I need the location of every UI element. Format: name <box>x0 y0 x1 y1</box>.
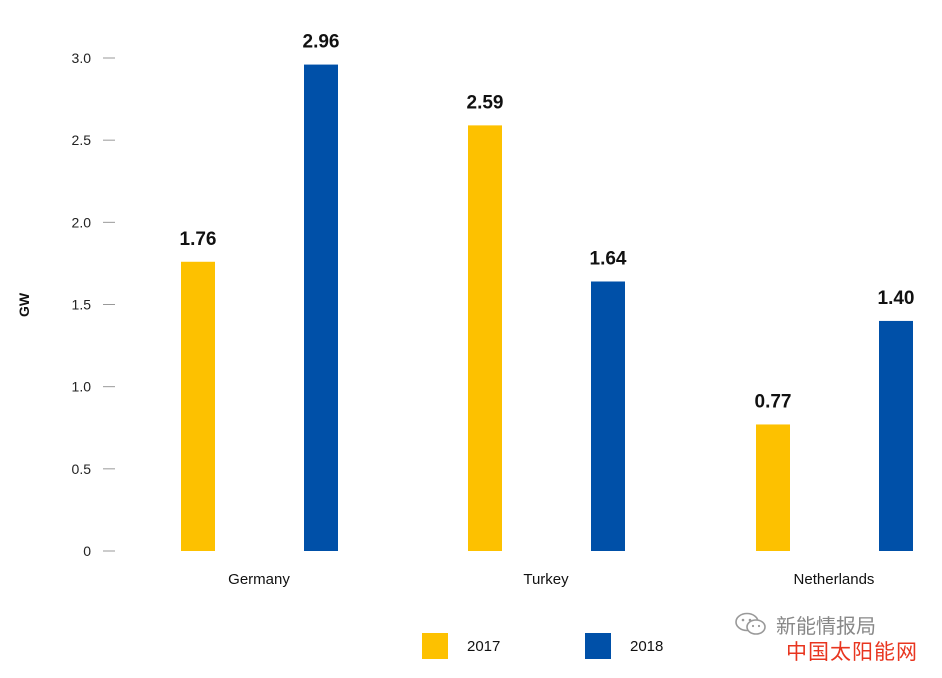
y-tick-label: 1.5 <box>72 297 92 313</box>
bar-2017-germany <box>181 261 215 551</box>
legend-swatch-2017 <box>422 633 448 659</box>
x-tick-label: Germany <box>228 571 290 588</box>
watermark-text-2: 中国太阳能网 <box>786 640 918 664</box>
bar-2017-netherlands <box>756 424 790 551</box>
bars-group <box>181 64 913 552</box>
y-tick-label: 0.5 <box>72 461 92 477</box>
watermark-text-1: 新能情报局 <box>776 614 876 638</box>
legend: 2017 2018 <box>422 633 663 659</box>
data-label: 1.76 <box>180 229 217 250</box>
y-tick-label: 0 <box>83 543 91 559</box>
legend-swatch-2018 <box>585 633 611 659</box>
y-tick-label: 2.5 <box>72 132 92 148</box>
y-tick-label: 3.0 <box>72 50 92 66</box>
wechat-icon <box>735 612 766 635</box>
legend-label-2017: 2017 <box>467 638 500 655</box>
y-tick-label: 2.0 <box>72 214 92 230</box>
data-label: 1.64 <box>590 248 627 269</box>
value-labels: 1.76 2.59 0.77 2.96 1.64 1.40 <box>180 32 915 413</box>
x-tick-label: Turkey <box>523 571 569 588</box>
bar-2018-netherlands <box>879 320 913 551</box>
data-label: 2.59 <box>467 92 504 113</box>
data-label: 1.40 <box>878 288 915 309</box>
y-axis: 0 0.5 1.0 1.5 2.0 2.5 3.0 <box>72 50 115 559</box>
category-labels: Germany Turkey Netherlands <box>228 571 874 588</box>
bar-2017-turkey <box>468 125 502 552</box>
bar-2018-turkey <box>591 281 625 551</box>
data-label: 0.77 <box>755 391 792 412</box>
legend-label-2018: 2018 <box>630 638 663 655</box>
data-label: 2.96 <box>303 32 340 53</box>
y-axis-label: GW <box>16 292 32 317</box>
x-tick-label: Netherlands <box>794 571 875 588</box>
y-tick-label: 1.0 <box>72 379 92 395</box>
bar-2018-germany <box>304 64 338 551</box>
